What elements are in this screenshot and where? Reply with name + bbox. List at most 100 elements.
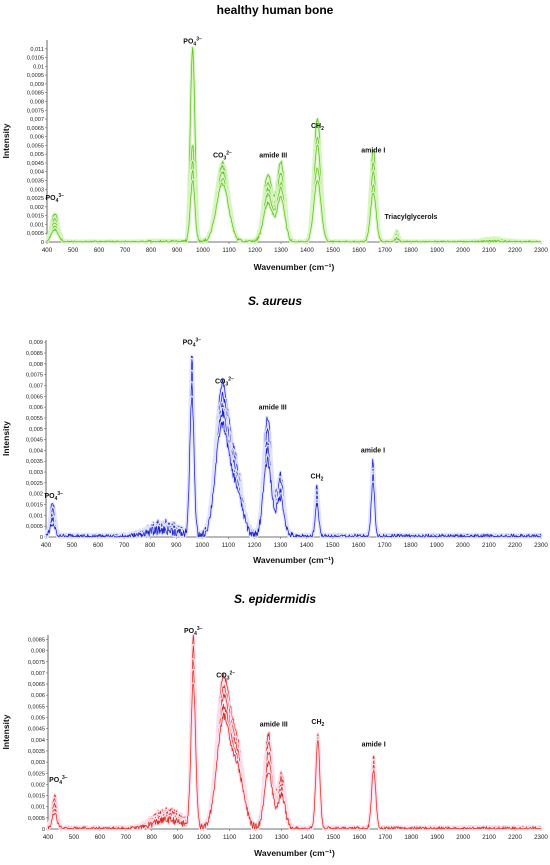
y-tick-label: 0,002 [30, 205, 44, 211]
peak-annotation: amide III [260, 721, 288, 728]
y-tick-label: 0,003 [31, 760, 45, 766]
x-tick-label: 700 [121, 834, 132, 841]
x-tick-label: 1600 [352, 542, 366, 549]
y-tick-label: 0,001 [30, 222, 44, 228]
spectrum-trace-3 [46, 144, 542, 243]
y-tick-label: 0,002 [31, 782, 45, 788]
spectrum-trace-3 [47, 659, 542, 830]
peak-annotation: CO32− [213, 151, 232, 162]
spectrum-trace-2 [45, 359, 542, 538]
y-tick-label: 0,005 [29, 427, 43, 433]
peak-annotation: Triacylglycerols [385, 214, 438, 221]
x-tick-label: 1900 [430, 834, 444, 841]
y-tick-label: 0,004 [29, 448, 43, 454]
x-tick-label: 1800 [404, 834, 418, 841]
peak-annotation: amide III [259, 404, 287, 411]
x-axis-label: Wavenumber (cm⁻¹) [254, 848, 335, 858]
y-tick-label: 0,001 [29, 513, 43, 519]
x-tick-label: 2100 [482, 834, 496, 841]
x-tick-label: 1200 [249, 834, 263, 841]
peak-annotation: PO43− [49, 775, 68, 786]
x-tick-label: 1300 [275, 834, 289, 841]
spectrum-trace-1 [46, 47, 542, 243]
x-tick-label: 1500 [326, 542, 340, 549]
x-tick-label: 1500 [326, 247, 340, 254]
y-tick-label: 0,004 [31, 738, 45, 744]
peak-annotation: amide III [259, 153, 287, 160]
x-tick-label: 700 [120, 247, 131, 254]
y-tick-label: 0,001 [31, 805, 45, 811]
x-tick-label: 2100 [482, 542, 496, 549]
x-tick-label: 1100 [223, 834, 237, 841]
y-tick-label: 0,005 [30, 152, 44, 158]
x-tick-label: 2000 [456, 542, 470, 549]
y-tick-label: 0,0005 [27, 231, 44, 237]
y-tick-label: 0,0075 [28, 660, 45, 666]
x-tick-label: 1500 [327, 834, 341, 841]
y-tick-label: 0,0015 [26, 503, 43, 509]
y-tick-label: 0,007 [30, 117, 44, 123]
y-tick-label: 0 [40, 535, 43, 541]
y-tick-label: 0,0015 [28, 794, 45, 800]
spectrum-halo [46, 658, 543, 831]
x-tick-label: 1000 [196, 247, 210, 254]
x-tick-label: 2000 [456, 834, 470, 841]
spectrum-halo [45, 135, 543, 244]
spectrum-trace-2 [47, 645, 542, 830]
spectrum-halo [45, 166, 543, 244]
y-tick-label: 0,0035 [28, 749, 45, 755]
peak-annotation: amide I [361, 147, 385, 154]
x-tick-label: 1900 [430, 542, 444, 549]
y-tick-label: 0,003 [29, 470, 43, 476]
spectrum-halo [44, 395, 543, 539]
x-tick-label: 800 [145, 542, 156, 549]
y-tick-label: 0,0065 [28, 682, 45, 688]
y-tick-label: 0,0025 [28, 771, 45, 777]
x-tick-label: 1600 [352, 834, 366, 841]
y-tick-label: 0 [41, 240, 44, 246]
x-tick-label: 2200 [508, 247, 522, 254]
y-tick-label: 0,0065 [27, 126, 44, 132]
x-tick-label: 800 [147, 834, 158, 841]
x-tick-label: 1900 [430, 247, 444, 254]
spectrum-halo [44, 381, 543, 539]
x-tick-label: 800 [146, 247, 157, 254]
x-tick-label: 1200 [248, 542, 262, 549]
y-axis-label: Intensity [1, 123, 11, 158]
y-tick-label: 0,0005 [28, 816, 45, 822]
x-tick-label: 2300 [534, 247, 548, 254]
y-tick-label: 0,005 [31, 716, 45, 722]
chart-panel-1: healthy human bone 0 0,0005 0,001 0,0015 0,00… [1, 3, 548, 272]
peak-annotation: CH2 [311, 719, 324, 728]
x-tick-label: 400 [41, 542, 52, 549]
x-tick-label: 500 [67, 542, 78, 549]
x-tick-label: 1600 [352, 247, 366, 254]
x-tick-label: 1100 [222, 542, 236, 549]
x-tick-label: 400 [43, 834, 54, 841]
peak-annotation: CO32− [216, 670, 235, 681]
y-tick-label: 0,0055 [26, 416, 43, 422]
spectrum-halo [46, 633, 543, 831]
x-tick-label: 600 [95, 834, 106, 841]
y-tick-label: 0,0105 [27, 56, 44, 62]
y-tick-label: 0,006 [29, 405, 43, 411]
peak-annotation: PO43− [184, 626, 203, 637]
x-tick-label: 1300 [274, 247, 288, 254]
chart-panel-3: S. epidermidis 0 0,0005 0,001 0,0015 0,002 0,0… [1, 592, 548, 858]
y-tick-label: 0,0025 [27, 196, 44, 202]
x-tick-label: 600 [94, 247, 105, 254]
x-tick-label: 2200 [508, 834, 522, 841]
y-tick-label: 0,006 [30, 135, 44, 141]
y-tick-label: 0,0005 [26, 524, 43, 530]
y-tick-label: 0,011 [30, 47, 44, 53]
y-tick-label: 0,009 [30, 82, 44, 88]
x-tick-label: 1800 [404, 542, 418, 549]
y-tick-label: 0,009 [29, 340, 43, 346]
peak-annotation: amide I [362, 741, 386, 748]
y-tick-label: 0,006 [31, 693, 45, 699]
x-tick-label: 900 [173, 834, 184, 841]
x-tick-label: 400 [42, 247, 53, 254]
x-tick-label: 2200 [508, 542, 522, 549]
spectrum-halo [45, 46, 543, 244]
